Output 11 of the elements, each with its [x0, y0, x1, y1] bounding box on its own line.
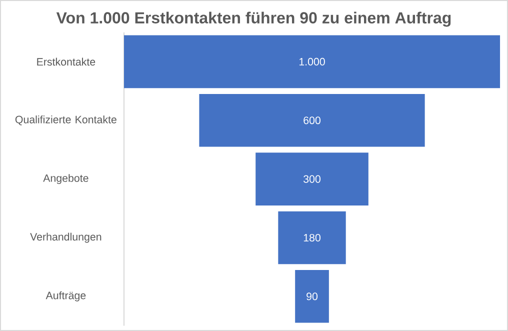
category-label: Erstkontakte [37, 58, 96, 66]
data-label: 1.000 [299, 58, 325, 66]
text: Von 1.000 Erstkontakten führen 90 zu einem Auftrag [56, 12, 451, 27]
category-label: Qualifizierte Kontakte [15, 115, 116, 126]
category-label: Angebote [43, 174, 88, 184]
data-label: 90 [306, 292, 318, 300]
category-label: Verhandlungen [30, 232, 102, 243]
data-label: 300 [304, 175, 320, 183]
data-label: 180 [304, 234, 320, 242]
data-label: 600 [304, 116, 320, 124]
category-label: Aufträge [46, 291, 86, 302]
